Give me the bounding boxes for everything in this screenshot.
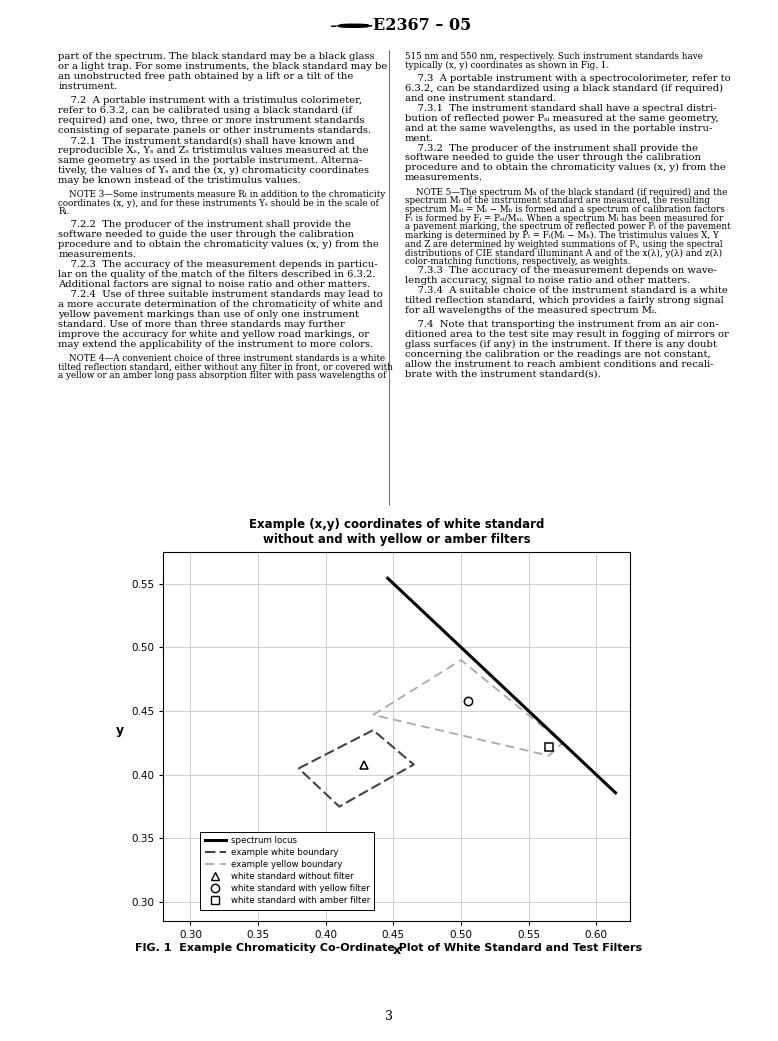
Text: spectrum Mᵢ of the instrument standard are measured, the resulting: spectrum Mᵢ of the instrument standard a… [405,197,710,205]
Text: and at the same wavelengths, as used in the portable instru-: and at the same wavelengths, as used in … [405,124,712,132]
Text: 3: 3 [385,1010,393,1022]
Text: a pavement marking, the spectrum of reflected power Pᵢ of the pavement: a pavement marking, the spectrum of refl… [405,223,731,231]
Y-axis label: y: y [116,723,124,737]
Text: NOTE 4—A convenient choice of three instrument standards is a white: NOTE 4—A convenient choice of three inst… [58,354,385,363]
Text: Rₗ.: Rₗ. [58,207,70,217]
Text: or a light trap. For some instruments, the black standard may be: or a light trap. For some instruments, t… [58,62,387,71]
Text: bution of reflected power Pₛᵢ measured at the same geometry,: bution of reflected power Pₛᵢ measured a… [405,113,718,123]
Text: instrument.: instrument. [58,82,117,91]
Text: 7.3.4  A suitable choice of the instrument standard is a white: 7.3.4 A suitable choice of the instrumen… [405,285,727,295]
Text: coordinates (x, y), and for these instruments Yₛ should be in the scale of: coordinates (x, y), and for these instru… [58,199,379,208]
Text: lar on the quality of the match of the filters described in 6.3.2.: lar on the quality of the match of the f… [58,270,376,279]
Text: a yellow or an amber long pass absorption filter with pass wavelengths of: a yellow or an amber long pass absorptio… [58,372,387,380]
Text: 6.3.2, can be standardized using a black standard (if required): 6.3.2, can be standardized using a black… [405,84,723,93]
Text: tively, the values of Yₛ and the (x, y) chromaticity coordinates: tively, the values of Yₛ and the (x, y) … [58,166,370,175]
Text: ment.: ment. [405,133,433,143]
Text: length accuracy, signal to noise ratio and other matters.: length accuracy, signal to noise ratio a… [405,276,689,285]
Text: 7.2.3  The accuracy of the measurement depends in particu-: 7.2.3 The accuracy of the measurement de… [58,260,378,270]
Text: 7.2.2  The producer of the instrument shall provide the: 7.2.2 The producer of the instrument sha… [58,221,352,229]
Text: an unobstructed free path obtained by a lift or a tilt of the: an unobstructed free path obtained by a … [58,72,354,81]
Text: software needed to guide the user through the calibration: software needed to guide the user throug… [58,230,354,239]
Text: distributions of CIE standard illuminant A and of the x(λ), y(λ) and z(λ): distributions of CIE standard illuminant… [405,249,722,257]
Text: brate with the instrument standard(s).: brate with the instrument standard(s). [405,370,601,379]
Text: E2367 – 05: E2367 – 05 [373,18,471,34]
Text: and Z are determined by weighted summations of Pᵢ, using the spectral: and Z are determined by weighted summati… [405,239,722,249]
Text: 7.3.2  The producer of the instrument shall provide the: 7.3.2 The producer of the instrument sha… [405,144,698,152]
Text: NOTE 5—The spectrum Mₕ of the black standard (if required) and the: NOTE 5—The spectrum Mₕ of the black stan… [405,187,727,197]
Text: software needed to guide the user through the calibration: software needed to guide the user throug… [405,153,700,162]
Text: 7.3.1  The instrument standard shall have a spectral distri-: 7.3.1 The instrument standard shall have… [405,104,717,112]
Text: allow the instrument to reach ambient conditions and recali-: allow the instrument to reach ambient co… [405,359,713,369]
Text: may be known instead of the tristimulus values.: may be known instead of the tristimulus … [58,176,301,185]
Text: tilted reflection standard, either without any filter in front, or covered with: tilted reflection standard, either witho… [58,362,393,372]
Legend: spectrum locus, example white boundary, example yellow boundary, white standard : spectrum locus, example white boundary, … [201,832,374,910]
Text: part of the spectrum. The black standard may be a black glass: part of the spectrum. The black standard… [58,52,375,61]
Text: procedure and to obtain the chromaticity values (x, y) from the: procedure and to obtain the chromaticity… [405,163,725,173]
Text: procedure and to obtain the chromaticity values (x, y) from the: procedure and to obtain the chromaticity… [58,240,379,250]
Text: Fᵢ is formed by Fᵢ = Pₛᵢ/Mₛᵢ. When a spectrum Mᵢ has been measured for: Fᵢ is formed by Fᵢ = Pₛᵢ/Mₛᵢ. When a spe… [405,213,723,223]
Text: reproducible Xₛ, Yₛ and Zₛ tristimulus values measured at the: reproducible Xₛ, Yₛ and Zₛ tristimulus v… [58,146,369,155]
Text: 515 nm and 550 nm, respectively. Such instrument standards have: 515 nm and 550 nm, respectively. Such in… [405,52,703,61]
Text: color-matching functions, respectively, as weights.: color-matching functions, respectively, … [405,257,630,266]
Text: marking is determined by Pᵢ = Fᵢ(Mᵢ − Mₕ). The tristimulus values X, Y: marking is determined by Pᵢ = Fᵢ(Mᵢ − Mₕ… [405,231,718,240]
Text: spectrum Mₛᵢ = Mᵢ − Mₕ is formed and a spectrum of calibration factors: spectrum Mₛᵢ = Mᵢ − Mₕ is formed and a s… [405,205,724,214]
Text: tilted reflection standard, which provides a fairly strong signal: tilted reflection standard, which provid… [405,296,724,305]
Text: 7.2.1  The instrument standard(s) shall have known and: 7.2.1 The instrument standard(s) shall h… [58,136,355,145]
Title: Example (x,y) coordinates of white standard
without and with yellow or amber fil: Example (x,y) coordinates of white stand… [249,518,545,547]
Text: 7.3.3  The accuracy of the measurement depends on wave-: 7.3.3 The accuracy of the measurement de… [405,265,717,275]
Text: improve the accuracy for white and yellow road markings, or: improve the accuracy for white and yello… [58,330,370,338]
Text: Additional factors are signal to noise ratio and other matters.: Additional factors are signal to noise r… [58,280,370,289]
Text: FIG. 1  Example Chromaticity Co-Ordinate Plot of White Standard and Test Filters: FIG. 1 Example Chromaticity Co-Ordinate … [135,943,643,954]
X-axis label: x: x [393,944,401,958]
Text: 7.4  Note that transporting the instrument from an air con-: 7.4 Note that transporting the instrumen… [405,320,718,329]
Text: glass surfaces (if any) in the instrument. If there is any doubt: glass surfaces (if any) in the instrumen… [405,339,717,349]
Text: and one instrument standard.: and one instrument standard. [405,94,555,103]
Text: required) and one, two, three or more instrument standards: required) and one, two, three or more in… [58,117,365,125]
Text: standard. Use of more than three standards may further: standard. Use of more than three standar… [58,320,345,329]
Text: refer to 6.3.2, can be calibrated using a black standard (if: refer to 6.3.2, can be calibrated using … [58,106,352,116]
Text: concerning the calibration or the readings are not constant,: concerning the calibration or the readin… [405,350,710,358]
Text: 7.3  A portable instrument with a spectrocolorimeter, refer to: 7.3 A portable instrument with a spectro… [405,74,731,83]
Text: 7.2  A portable instrument with a tristimulus colorimeter,: 7.2 A portable instrument with a tristim… [58,97,363,105]
Text: same geometry as used in the portable instrument. Alterna-: same geometry as used in the portable in… [58,156,363,164]
Text: may extend the applicability of the instrument to more colors.: may extend the applicability of the inst… [58,339,373,349]
Text: consisting of separate panels or other instruments standards.: consisting of separate panels or other i… [58,126,371,135]
Text: measurements.: measurements. [405,173,482,182]
Text: a more accurate determination of the chromaticity of white and: a more accurate determination of the chr… [58,300,383,309]
Text: 7.2.4  Use of three suitable instrument standards may lead to: 7.2.4 Use of three suitable instrument s… [58,290,384,299]
Text: ditioned area to the test site may result in fogging of mirrors or: ditioned area to the test site may resul… [405,330,728,338]
Text: for all wavelengths of the measured spectrum Mᵢ.: for all wavelengths of the measured spec… [405,306,657,314]
Text: typically (x, y) coordinates as shown in Fig. 1.: typically (x, y) coordinates as shown in… [405,61,608,70]
Text: measurements.: measurements. [58,250,136,259]
Text: yellow pavement markings than use of only one instrument: yellow pavement markings than use of onl… [58,310,359,319]
Text: NOTE 3—Some instruments measure Rₗ in addition to the chromaticity: NOTE 3—Some instruments measure Rₗ in ad… [58,191,386,199]
